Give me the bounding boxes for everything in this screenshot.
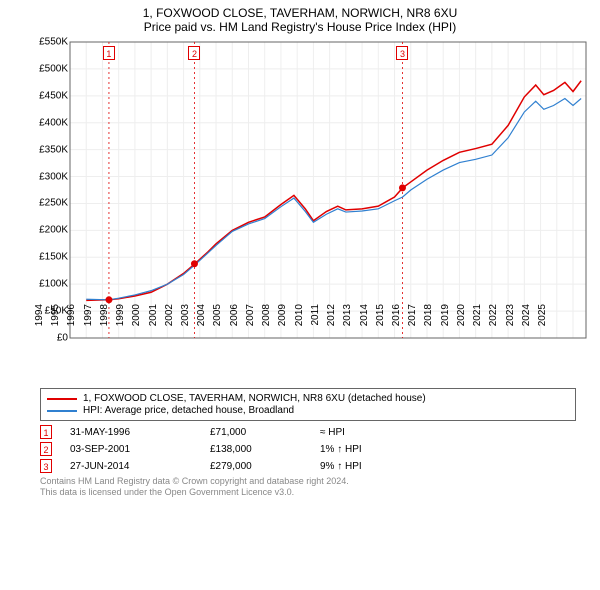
y-tick-label: £250K (39, 198, 68, 209)
sales-diff: 9% ↑ HPI (320, 461, 430, 472)
legend-box: 1, FOXWOOD CLOSE, TAVERHAM, NORWICH, NR8… (40, 388, 576, 421)
x-tick-label: 2021 (472, 304, 483, 344)
sale-marker-3: 3 (396, 46, 408, 60)
x-tick-label: 2002 (164, 304, 175, 344)
sales-date: 03-SEP-2001 (70, 444, 210, 455)
y-tick-label: £450K (39, 90, 68, 101)
legend-label: HPI: Average price, detached house, Broa… (83, 405, 294, 416)
x-tick-label: 1998 (99, 304, 110, 344)
x-tick-label: 2019 (440, 304, 451, 344)
x-tick-label: 2011 (310, 304, 321, 344)
legend-item: 1, FOXWOOD CLOSE, TAVERHAM, NORWICH, NR8… (47, 393, 569, 404)
x-tick-label: 2000 (131, 304, 142, 344)
sales-row: 3 27-JUN-2014£279,0009% ↑ HPI (40, 459, 576, 473)
x-tick-label: 2024 (521, 304, 532, 344)
legend-swatch (47, 398, 77, 400)
plot-area: £0£50K£100K£150K£200K£250K£300K£350K£400… (36, 34, 596, 384)
x-tick-label: 1995 (50, 304, 61, 344)
y-tick-label: £200K (39, 225, 68, 236)
sales-marker-num: 2 (40, 442, 52, 456)
sales-diff: 1% ↑ HPI (320, 444, 430, 455)
legend-label: 1, FOXWOOD CLOSE, TAVERHAM, NORWICH, NR8… (83, 393, 426, 404)
y-tick-label: £550K (39, 37, 68, 48)
x-tick-label: 2014 (359, 304, 370, 344)
x-tick-label: 2006 (229, 304, 240, 344)
y-tick-label: £150K (39, 252, 68, 263)
x-tick-label: 1994 (34, 304, 45, 344)
x-tick-label: 2005 (212, 304, 223, 344)
y-tick-label: £100K (39, 279, 68, 290)
x-tick-label: 2003 (180, 304, 191, 344)
legend-swatch (47, 410, 77, 412)
x-tick-label: 2009 (277, 304, 288, 344)
x-tick-label: 2017 (407, 304, 418, 344)
x-tick-label: 1996 (66, 304, 77, 344)
sale-marker-2: 2 (188, 46, 200, 60)
x-tick-label: 2022 (488, 304, 499, 344)
sales-row: 2 03-SEP-2001£138,0001% ↑ HPI (40, 442, 576, 456)
x-tick-label: 2018 (423, 304, 434, 344)
x-tick-label: 2025 (537, 304, 548, 344)
sales-marker-num: 3 (40, 459, 52, 473)
x-tick-label: 2016 (391, 304, 402, 344)
x-tick-label: 2020 (456, 304, 467, 344)
x-tick-label: 2001 (148, 304, 159, 344)
sales-table: 1 31-MAY-1996£71,000≈ HPI 2 03-SEP-2001£138… (40, 425, 576, 473)
footer-attribution: Contains HM Land Registry data © Crown c… (40, 476, 576, 499)
x-tick-label: 1999 (115, 304, 126, 344)
x-tick-label: 2007 (245, 304, 256, 344)
footer-line2: This data is licensed under the Open Gov… (40, 487, 576, 498)
sales-price: £279,000 (210, 461, 320, 472)
sale-marker-1: 1 (103, 46, 115, 60)
y-tick-label: £350K (39, 144, 68, 155)
chart-container: { "title_line1": "1, FOXWOOD CLOSE, TAVE… (0, 0, 600, 590)
sales-diff: ≈ HPI (320, 427, 430, 438)
sales-row: 1 31-MAY-1996£71,000≈ HPI (40, 425, 576, 439)
x-tick-label: 2012 (326, 304, 337, 344)
sales-marker-num: 1 (40, 425, 52, 439)
x-tick-label: 2013 (342, 304, 353, 344)
sales-date: 31-MAY-1996 (70, 427, 210, 438)
legend-item: HPI: Average price, detached house, Broa… (47, 405, 569, 416)
y-tick-label: £500K (39, 63, 68, 74)
chart-title-line1: 1, FOXWOOD CLOSE, TAVERHAM, NORWICH, NR8… (0, 6, 600, 20)
x-tick-label: 1997 (83, 304, 94, 344)
x-tick-label: 2004 (196, 304, 207, 344)
y-tick-label: £300K (39, 171, 68, 182)
x-tick-label: 2015 (375, 304, 386, 344)
sales-price: £71,000 (210, 427, 320, 438)
x-tick-label: 2008 (261, 304, 272, 344)
y-tick-label: £400K (39, 117, 68, 128)
sales-date: 27-JUN-2014 (70, 461, 210, 472)
footer-line1: Contains HM Land Registry data © Crown c… (40, 476, 576, 487)
x-tick-label: 2010 (294, 304, 305, 344)
sales-price: £138,000 (210, 444, 320, 455)
chart-titles: 1, FOXWOOD CLOSE, TAVERHAM, NORWICH, NR8… (0, 6, 600, 34)
x-tick-label: 2023 (505, 304, 516, 344)
chart-title-line2: Price paid vs. HM Land Registry's House … (0, 20, 600, 34)
